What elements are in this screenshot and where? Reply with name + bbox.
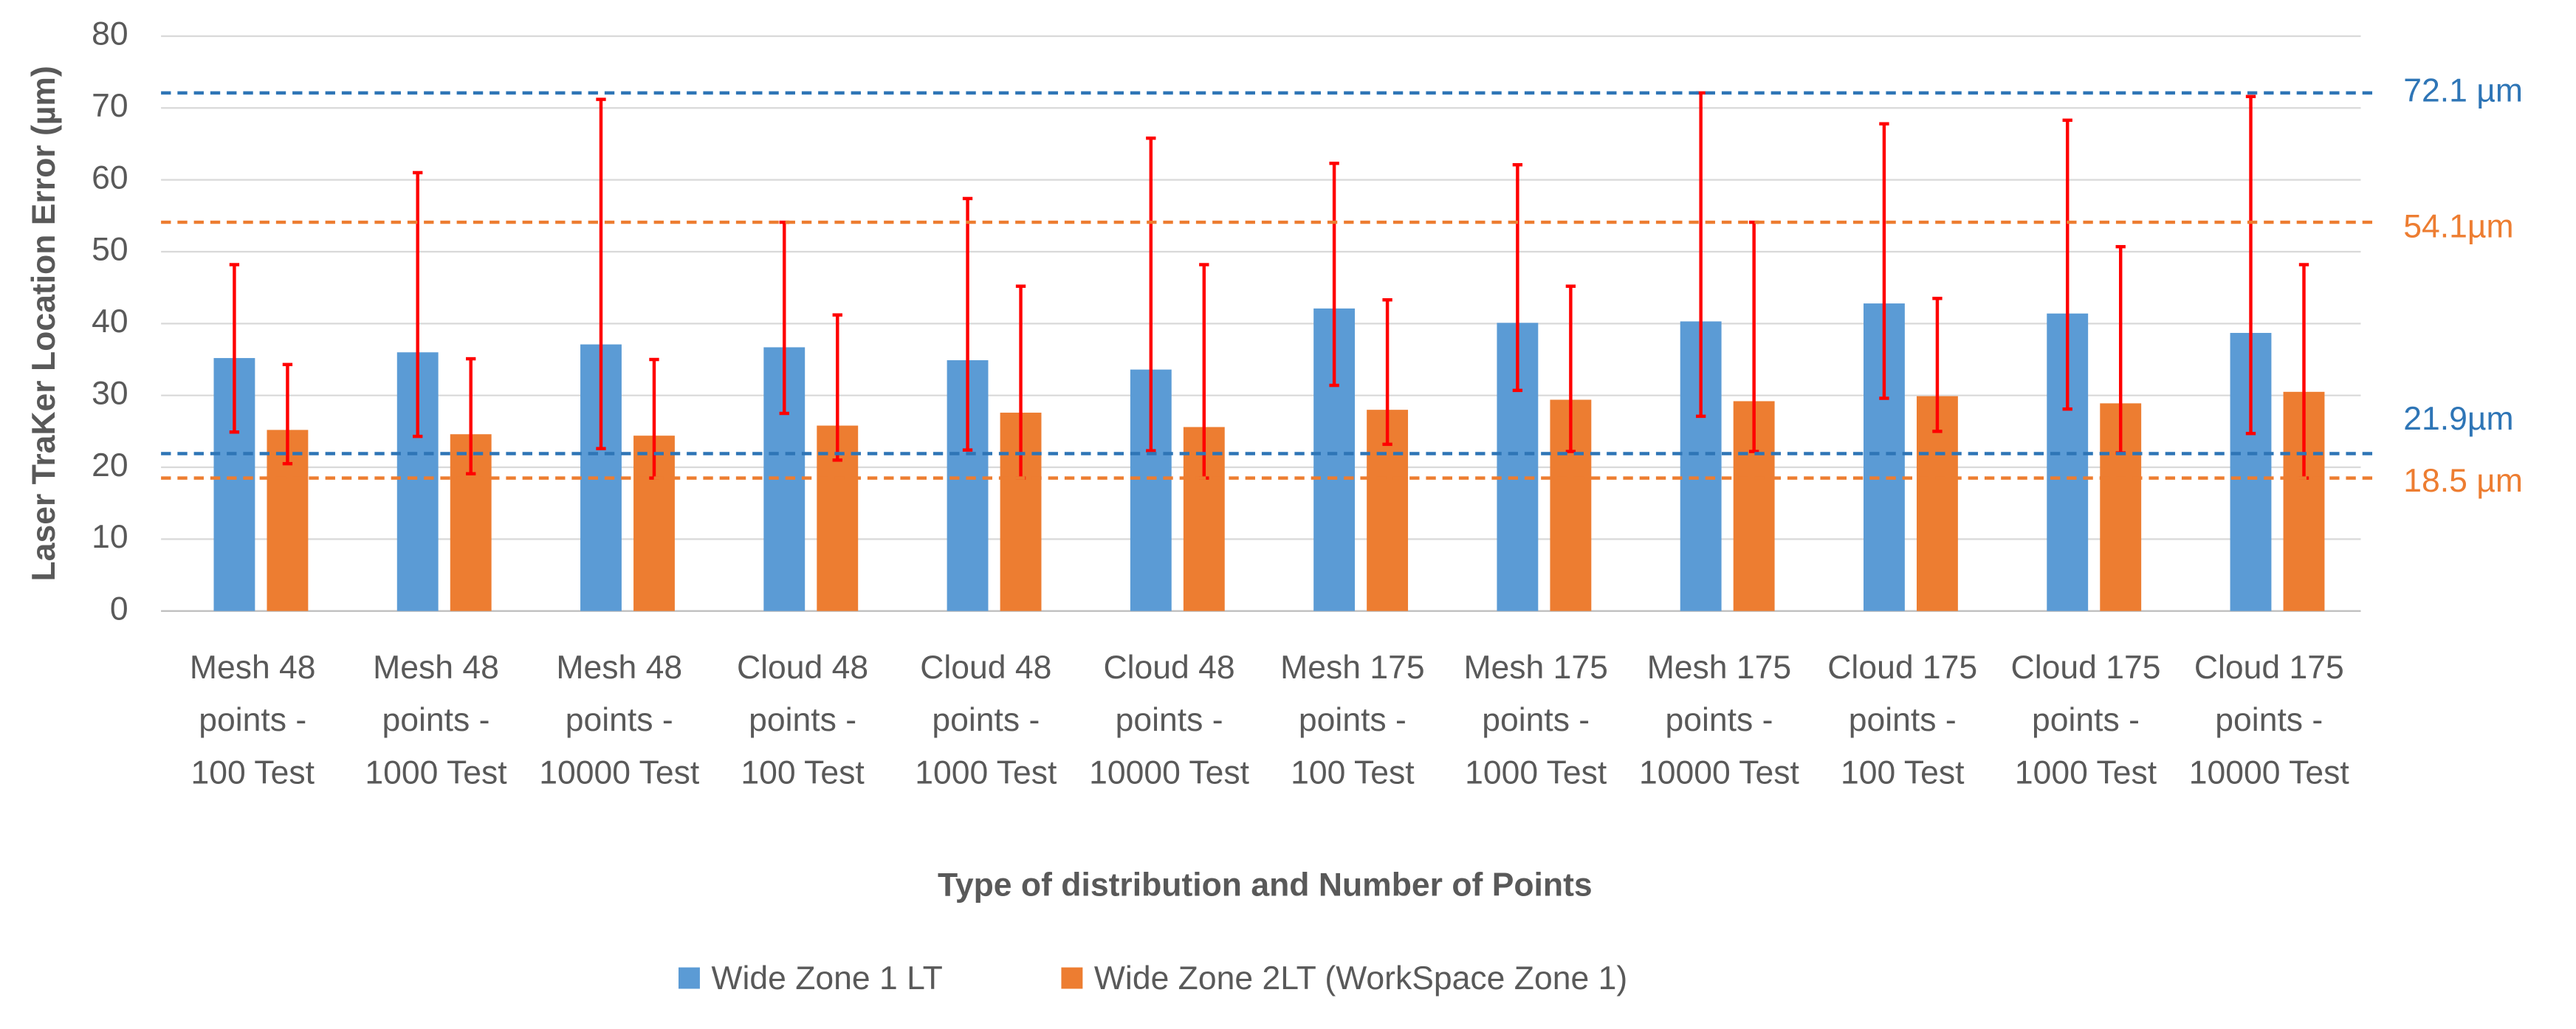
y-tick-label: 60 — [92, 159, 128, 196]
y-tick-label: 0 — [110, 591, 128, 627]
x-tick-label: Cloud 48 points - 1000 Test — [915, 650, 1057, 792]
y-tick-label: 70 — [92, 88, 128, 124]
x-tick-label-box: Mesh 48 points - 10000 Test — [539, 650, 700, 792]
x-tick-label: Mesh 175 points - 100 Test — [1280, 650, 1425, 792]
x-tick-label-box: Cloud 48 points - 10000 Test — [1089, 650, 1250, 792]
x-tick-label-box: Cloud 175 points - 10000 Test — [2188, 650, 2349, 792]
x-tick-label-box: Cloud 48 points - 100 Test — [736, 650, 869, 792]
reference-label: 21.9µm — [2403, 401, 2513, 437]
y-tick-label: 30 — [92, 375, 128, 411]
error-bar — [1879, 122, 1889, 400]
error-bar — [282, 362, 293, 466]
error-bar — [1382, 297, 1392, 447]
x-tick-label: Cloud 175 points - 10000 Test — [2188, 650, 2349, 792]
legend-label: Wide Zone 2LT (WorkSpace Zone 1) — [1094, 960, 1627, 997]
error-bar — [832, 313, 842, 462]
x-tick-label: Mesh 48 points - 1000 Test — [365, 650, 507, 792]
x-tick-label-box: Mesh 175 points - 1000 Test — [1463, 650, 1608, 792]
x-tick-label: Cloud 48 points - 100 Test — [736, 650, 869, 792]
x-tick-label-box: Cloud 175 points - 1000 Test — [2010, 650, 2161, 792]
legend-label: Wide Zone 1 LT — [712, 960, 943, 997]
y-tick-label: 40 — [92, 303, 128, 340]
x-tick-label: Mesh 175 points - 10000 Test — [1638, 650, 1799, 792]
error-bar — [596, 97, 606, 450]
x-tick-label: Mesh 48 points - 100 Test — [189, 650, 316, 792]
x-axis-title: Type of distribution and Number of Point… — [938, 867, 1593, 903]
x-tick-label: Cloud 175 points - 1000 Test — [2010, 650, 2161, 792]
error-bar — [413, 171, 423, 438]
error-bar — [2062, 118, 2072, 411]
x-tick-label-box: Mesh 48 points - 100 Test — [189, 650, 316, 792]
error-bar — [229, 263, 240, 434]
error-bar — [1565, 284, 1576, 453]
error-bar — [1329, 162, 1339, 388]
error-bar — [1146, 136, 1156, 452]
legend-swatch — [679, 967, 700, 989]
x-tick-label-box: Mesh 175 points - 100 Test — [1280, 650, 1425, 792]
x-tick-label: Cloud 48 points - 10000 Test — [1089, 650, 1250, 792]
reference-label: 54.1µm — [2403, 209, 2513, 245]
y-tick-label: 50 — [92, 232, 128, 268]
error-bar — [2245, 94, 2256, 436]
reference-label: 72.1 µm — [2403, 73, 2523, 109]
x-tick-label-box: Cloud 48 points - 1000 Test — [915, 650, 1057, 792]
legend-swatch — [1061, 967, 1083, 989]
reference-label: 18.5 µm — [2403, 463, 2523, 499]
y-tick-label: 80 — [92, 16, 128, 52]
error-bar — [962, 196, 973, 452]
error-bar — [1512, 162, 1523, 393]
x-tick-label: Mesh 48 points - 10000 Test — [539, 650, 700, 792]
y-tick-label: 20 — [92, 447, 128, 483]
x-tick-label-box: Cloud 175 points - 100 Test — [1827, 650, 1978, 792]
y-tick-label: 10 — [92, 519, 128, 555]
x-tick-label: Mesh 175 points - 1000 Test — [1463, 650, 1608, 792]
error-bar — [1932, 297, 1943, 433]
y-axis-title: Laser TraKer Location Error (µm) — [26, 66, 62, 581]
x-tick-label-box: Mesh 175 points - 10000 Test — [1638, 650, 1799, 792]
x-tick-label: Cloud 175 points - 100 Test — [1827, 650, 1978, 792]
x-tick-label-box: Mesh 48 points - 1000 Test — [365, 650, 507, 792]
error-bar — [466, 357, 476, 476]
